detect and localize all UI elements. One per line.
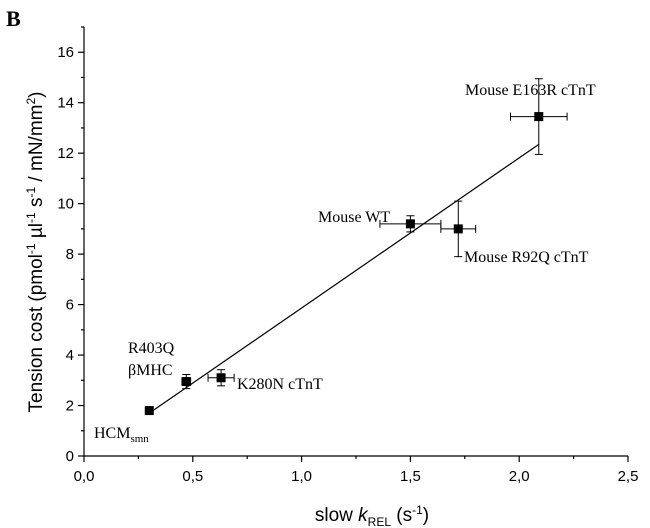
y-tick-label: 14: [57, 95, 74, 112]
y-tick-label: 2: [66, 398, 74, 415]
x-tick-label: 1,5: [400, 468, 421, 485]
data-point: [534, 112, 544, 122]
y-tick-label: 12: [57, 145, 74, 162]
x-tick-label: 1,0: [291, 468, 312, 485]
label-mouse-wt: Mouse WT: [318, 209, 390, 226]
fit-line-group: [148, 143, 540, 414]
label-r403q: R403Q: [128, 340, 175, 357]
y-tick-label: 16: [57, 44, 74, 61]
data-point: [405, 219, 415, 229]
label-k280n: K280N cTnT: [237, 376, 323, 393]
y-tick-label: 8: [66, 246, 74, 263]
y-tick-label: 4: [66, 347, 74, 364]
data-point: [453, 224, 463, 234]
x-tick-label: 2,5: [618, 468, 639, 485]
point-labels: HCMsmn R403Q βMHC K280N cTnT Mouse WT Mouse R…: [94, 82, 596, 445]
fit-line: [148, 143, 540, 414]
label-bmhc: βMHC: [128, 362, 173, 379]
data-point: [216, 373, 226, 383]
label-hcm: HCMsmn: [94, 425, 149, 445]
data-point: [181, 377, 191, 387]
axes: 0,0 0,5 1,0 1,5 2,0 2,5 0 2 4 6 8 10 12 14 16: [57, 26, 639, 485]
x-tick-label: 2,0: [509, 468, 530, 485]
data-point: [144, 406, 154, 416]
y-tick-label: 6: [66, 297, 74, 314]
x-tick-label: 0,5: [182, 468, 203, 485]
y-axis-label: Tension cost (pmol-1 µl-1 s-1 / mN/mm2): [24, 92, 47, 413]
panel-label: B: [6, 6, 21, 31]
x-tick-label: 0,0: [74, 468, 95, 485]
x-axis-label: slow kREL (s-1): [315, 503, 429, 528]
label-mouse-r92q: Mouse R92Q cTnT: [464, 249, 589, 266]
label-mouse-e163r: Mouse E163R cTnT: [465, 82, 596, 99]
y-tick-label: 0: [66, 448, 74, 465]
data-points: [144, 78, 568, 416]
y-tick-label: 10: [57, 196, 74, 213]
